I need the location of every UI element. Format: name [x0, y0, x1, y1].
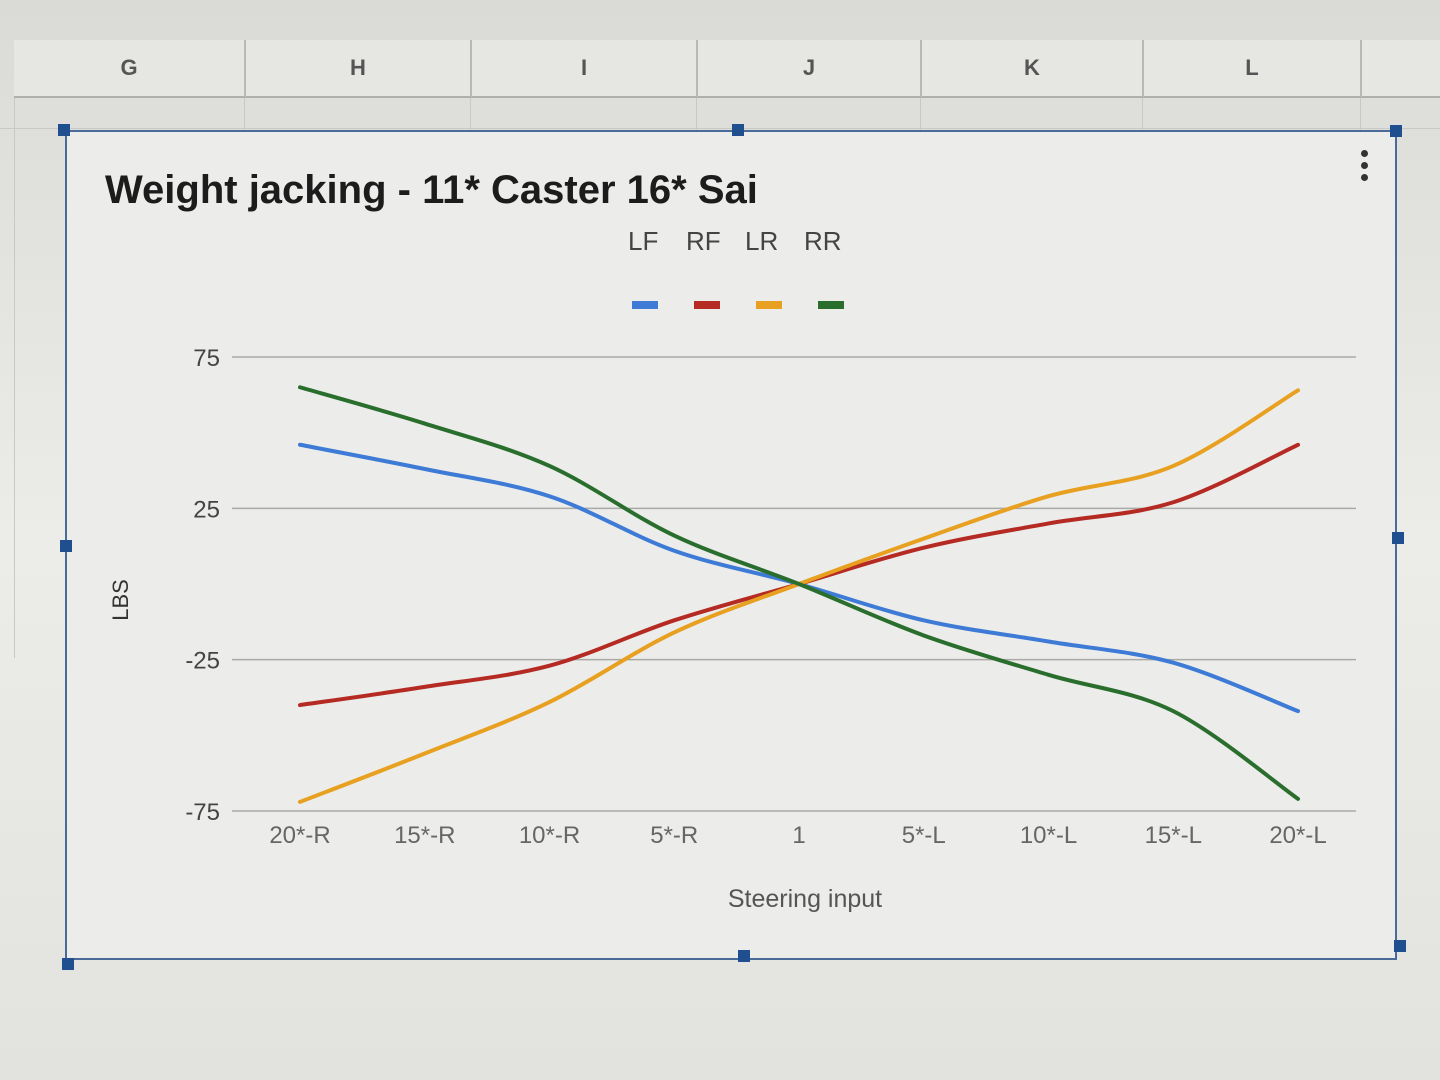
- x-axis-ticks: 20*-R 15*-R 10*-R 5*-R 1 5*-L 10*-L 15*-L 20*-L: [269, 822, 1326, 849]
- column-header-g[interactable]: G: [14, 40, 246, 98]
- x-tick-label: 5*-R: [650, 822, 698, 849]
- y-tick-label: 25: [193, 496, 220, 523]
- column-header-k[interactable]: K: [922, 40, 1144, 98]
- chart-gridlines: [232, 356, 1356, 812]
- series-line-lr: [298, 388, 1300, 804]
- legend-label-rf: RF: [686, 226, 721, 256]
- column-header-i[interactable]: I: [472, 40, 698, 98]
- resize-handle-middle-right[interactable]: [1392, 532, 1404, 544]
- sheet-gridline: [0, 128, 1440, 129]
- y-tick-label: -75: [185, 799, 220, 826]
- sheet-gridline: [1360, 98, 1361, 130]
- x-tick-label: 15*-R: [394, 822, 455, 849]
- series-lines: [298, 385, 1300, 804]
- legend-swatch-rf: [694, 301, 720, 309]
- series-line-rr: [298, 385, 1300, 801]
- y-tick-label: 75: [193, 345, 220, 372]
- x-axis-label: Steering input: [728, 885, 882, 913]
- resize-handle-top-right[interactable]: [1390, 125, 1402, 137]
- x-tick-label: 10*-L: [1020, 822, 1077, 849]
- legend-label-lr: LR: [745, 226, 779, 256]
- sheet-gridline: [470, 98, 471, 130]
- y-axis-label: LBS: [108, 579, 133, 621]
- sheet-gridline: [244, 98, 245, 130]
- x-tick-label: 20*-L: [1269, 822, 1326, 849]
- legend-swatch-rr: [818, 301, 844, 309]
- legend-swatch-lf: [632, 301, 658, 309]
- resize-handle-middle-left[interactable]: [60, 540, 72, 552]
- resize-handle-top-center[interactable]: [732, 124, 744, 136]
- x-tick-label: 10*-R: [519, 822, 580, 849]
- legend-swatch-lr: [756, 301, 782, 309]
- series-line-rf: [298, 442, 1300, 708]
- resize-handle-bottom-center[interactable]: [738, 950, 750, 962]
- resize-handle-bottom-right[interactable]: [1394, 940, 1406, 952]
- chart-title: Weight jacking - 11* Caster 16* Sai: [105, 168, 758, 212]
- chart-menu-icon[interactable]: [1358, 150, 1370, 186]
- x-tick-label: 15*-L: [1145, 822, 1202, 849]
- y-tick-label: -25: [185, 648, 220, 675]
- x-tick-label: 20*-R: [269, 822, 330, 849]
- column-header-row: G H I J K L: [0, 40, 1440, 98]
- x-tick-label: 1: [792, 822, 805, 849]
- column-header-l[interactable]: L: [1144, 40, 1362, 98]
- chart-container[interactable]: [65, 130, 1397, 960]
- x-tick-label: 5*-L: [902, 822, 946, 849]
- column-header-j[interactable]: J: [698, 40, 922, 98]
- column-header-next[interactable]: [1362, 40, 1440, 98]
- sheet-gridline: [920, 98, 921, 130]
- series-line-lf: [298, 442, 1300, 714]
- sheet-gridline: [696, 98, 697, 130]
- y-axis-ticks: 75 25 -25 -75: [185, 345, 220, 826]
- resize-handle-top-left[interactable]: [58, 124, 70, 136]
- column-header-h[interactable]: H: [246, 40, 472, 98]
- legend-label-lf: LF: [628, 226, 659, 256]
- legend-label-rr: RR: [804, 226, 842, 256]
- sheet-gridline: [1142, 98, 1143, 130]
- sheet-gridline: [14, 98, 15, 658]
- resize-handle-bottom-left[interactable]: [62, 958, 74, 970]
